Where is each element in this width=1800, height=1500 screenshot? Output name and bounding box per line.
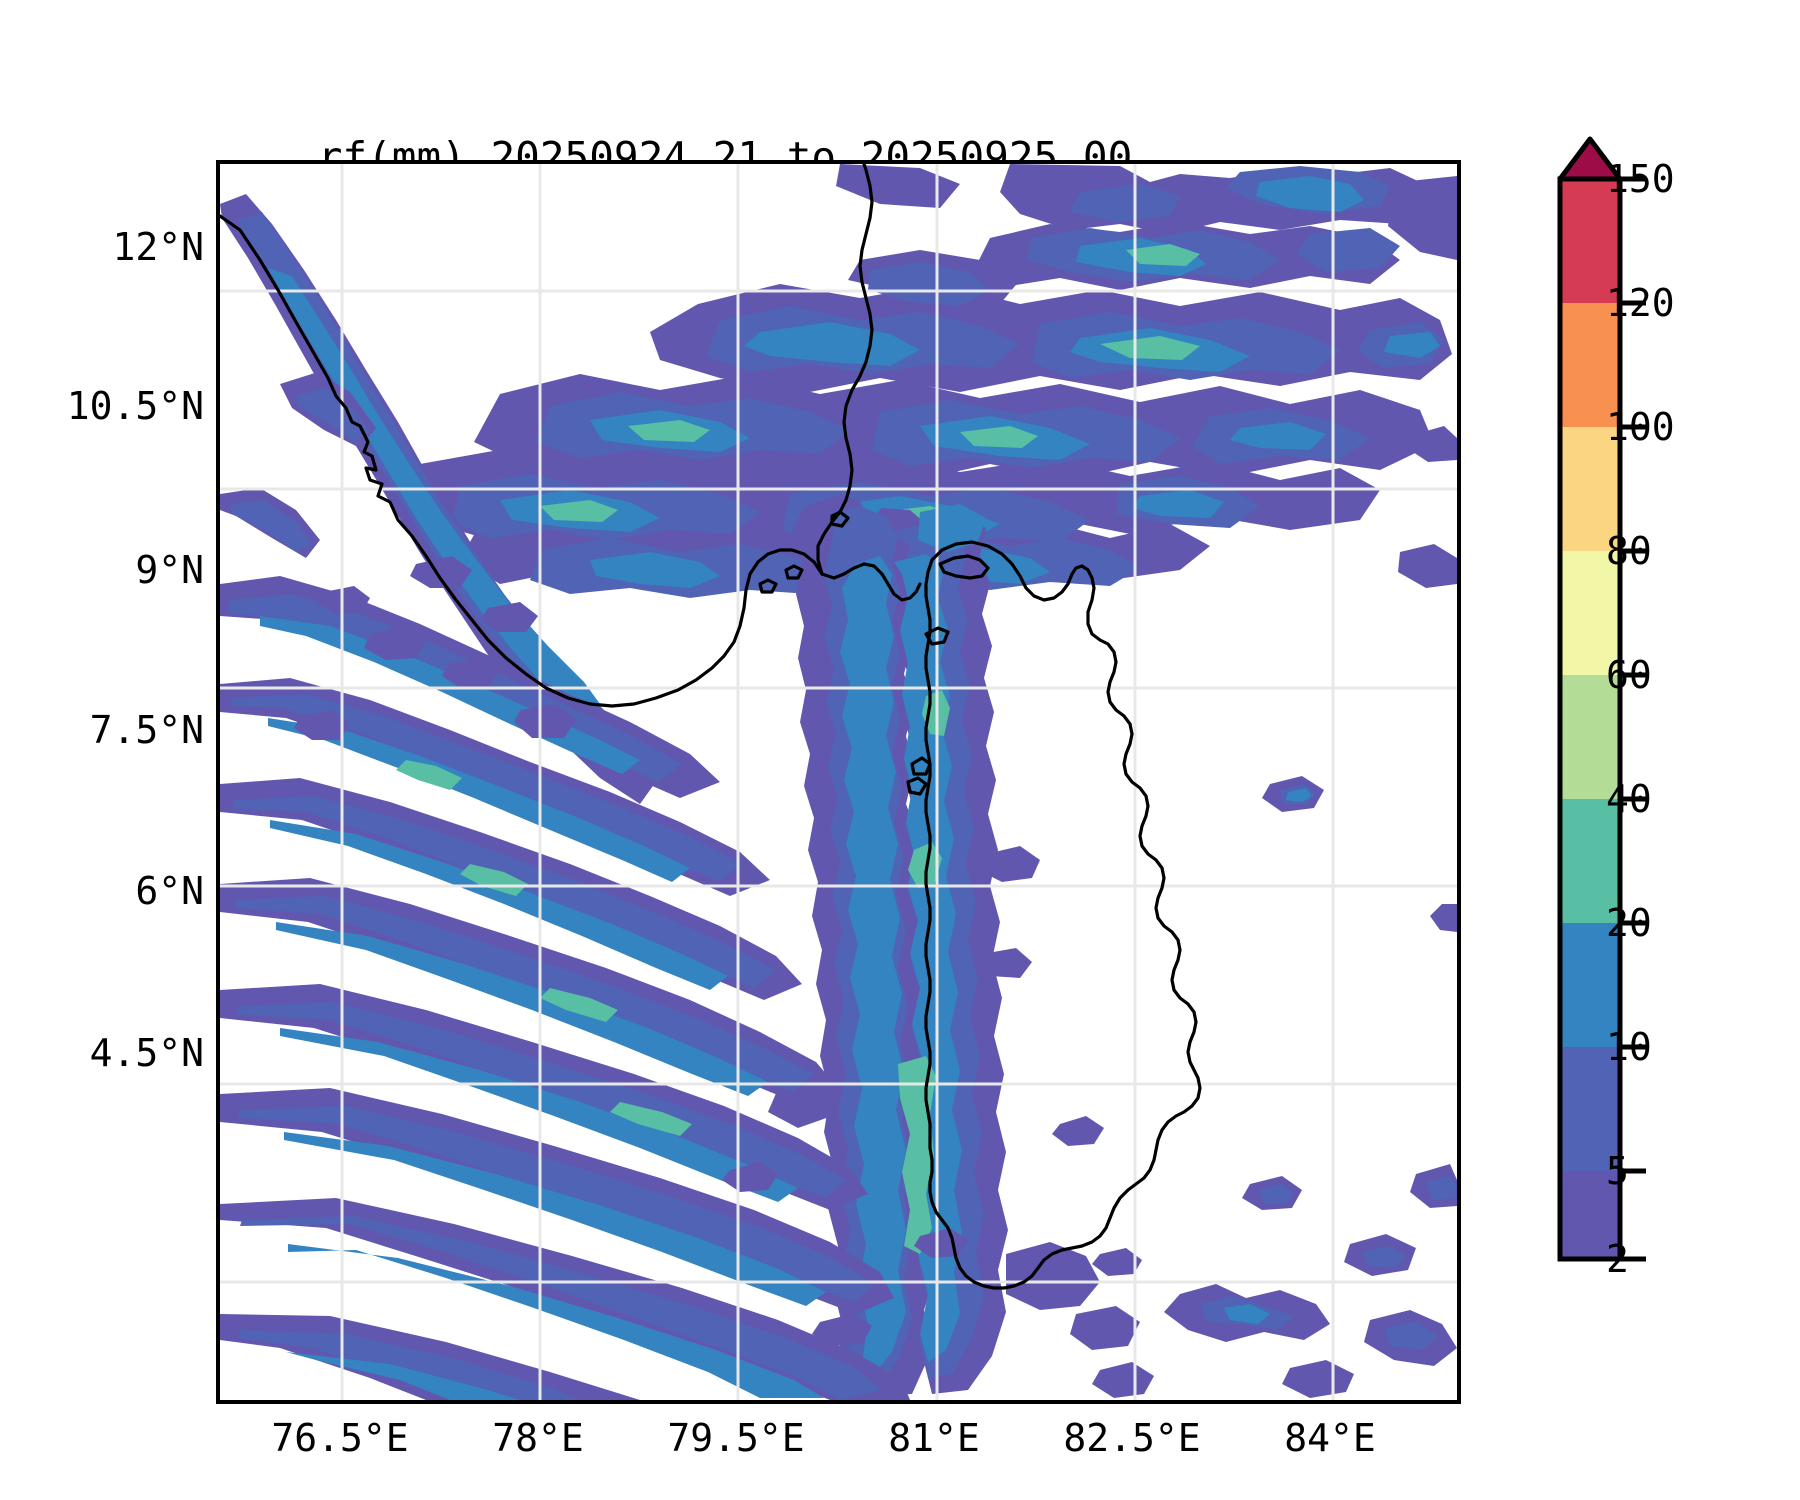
colorbar-tick-5: 5 <box>1606 1149 1629 1193</box>
ytick-label-6N: 6°N <box>135 869 204 913</box>
colorbar-ticks <box>1620 176 1646 1262</box>
colorbar-tick-10: 10 <box>1606 1025 1652 1069</box>
xtick-label-84E: 84°E <box>1284 1416 1376 1460</box>
xtick-label-82_5E: 82.5°E <box>1063 1416 1201 1460</box>
colorbar-tick-150: 150 <box>1606 157 1675 201</box>
colorbar-bands <box>1560 179 1620 1259</box>
colorbar-tick-100: 100 <box>1606 405 1675 449</box>
ytick-label-12N: 12°N <box>112 225 204 269</box>
rain-region-southeast-cells <box>722 426 1457 1398</box>
colorbar-tick-120: 120 <box>1606 281 1675 325</box>
colorbar-tick-60: 60 <box>1606 653 1652 697</box>
coastline-layer <box>220 164 1202 1290</box>
map-gridlines <box>220 164 1457 1400</box>
map-axes[interactable] <box>216 160 1461 1404</box>
xtick-label-81E: 81°E <box>888 1416 980 1460</box>
colorbar-outline <box>1557 176 1623 1262</box>
colorbar-tick-2: 2 <box>1606 1237 1629 1281</box>
xtick-label-78E: 78°E <box>492 1416 584 1460</box>
xtick-label-76_5E: 76.5°E <box>271 1416 409 1460</box>
xtick-label-79_5E: 79.5°E <box>667 1416 805 1460</box>
colorbar[interactable]: 150 120 100 80 60 40 20 10 5 2 <box>1524 131 1764 1281</box>
colorbar-tick-20: 20 <box>1606 901 1652 945</box>
ytick-label-9N: 9°N <box>135 548 204 592</box>
ytick-label-7_5N: 7.5°N <box>89 708 204 752</box>
colorbar-tick-40: 40 <box>1606 777 1652 821</box>
colorbar-tick-80: 80 <box>1606 529 1652 573</box>
ytick-label-4_5N: 4.5°N <box>89 1031 204 1075</box>
ytick-label-10_5N: 10.5°N <box>66 384 204 428</box>
